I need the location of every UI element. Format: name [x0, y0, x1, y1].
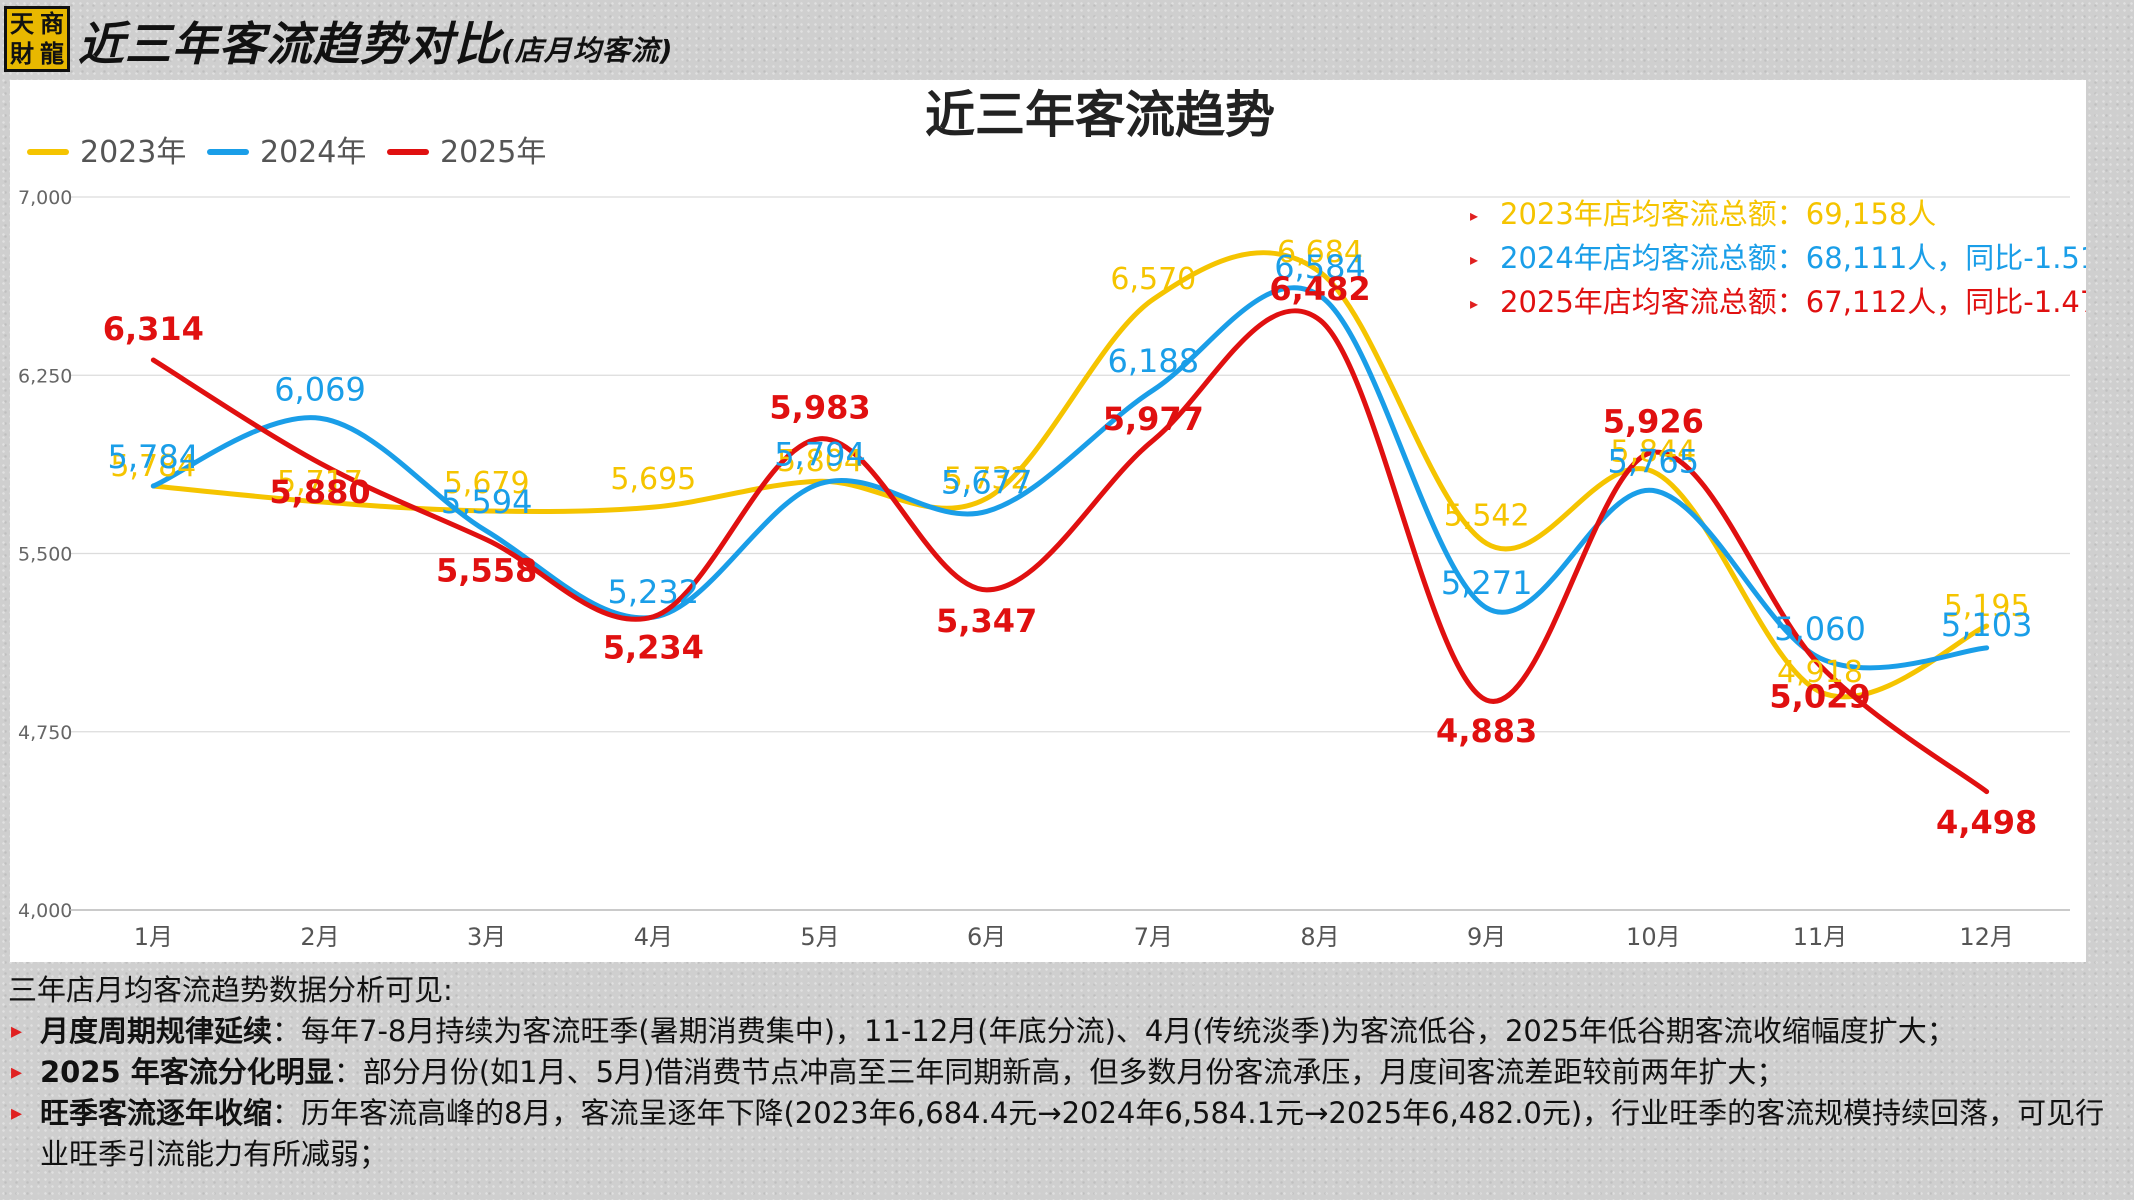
data-label: 6,482 [1269, 270, 1370, 308]
x-tick-label: 1月 [134, 923, 173, 951]
x-tick-label: 6月 [967, 923, 1006, 951]
legend-label: 2023年 [80, 135, 186, 170]
analysis-section: 三年店月均客流趋势数据分析可见: ▸ 月度周期规律延续：每年7-8月持续为客流旺季… [8, 970, 2118, 1175]
data-label: 5,103 [1941, 606, 2033, 644]
analysis-point-title: 月度周期规律延续 [40, 1014, 273, 1048]
data-label: 5,679 [444, 466, 530, 501]
data-label: 5,983 [769, 389, 870, 427]
y-tick-label: 6,250 [18, 365, 72, 387]
data-label: 5,677 [941, 463, 1033, 501]
series-line-2025 [150, 308, 1990, 795]
x-tick-label: 3月 [467, 923, 506, 951]
data-label: 5,765 [1608, 443, 1700, 481]
data-label: 5,695 [610, 462, 696, 497]
data-label: 5,029 [1769, 677, 1870, 715]
data-label: 5,977 [1103, 400, 1204, 438]
analysis-point-title: 2025 年客流分化明显 [40, 1055, 334, 1089]
data-label: 5,542 [1444, 499, 1530, 534]
data-label: 6,069 [274, 370, 366, 408]
data-label: 5,234 [603, 629, 704, 667]
data-label: 6,684 [1277, 235, 1363, 270]
data-label: 5,232 [608, 573, 700, 611]
data-label: 4,498 [1936, 804, 2037, 842]
data-label: 6,314 [103, 310, 204, 348]
data-label: 5,804 [777, 444, 863, 479]
bullet-icon: ▸ [11, 1060, 23, 1085]
analysis-point-text: ：历年客流高峰的8月，客流呈逐年下降(2023年6,684.4元→2024年6,… [40, 1096, 2105, 1171]
x-tick-label: 8月 [1300, 923, 1339, 951]
series-line-2023 [150, 250, 1990, 700]
annotation-text: 2024年店均客流总额：68,111人，同比-1.51% [1500, 241, 2086, 275]
page-subtitle: (店月均客流) [501, 34, 674, 67]
annotation-text: 2023年店均客流总额：69,158人 [1500, 197, 1936, 231]
logo-char: 龍 [40, 39, 64, 68]
annotation-bullet-icon: ▸ [1470, 294, 1478, 313]
analysis-point-text: ：部分月份(如1月、5月)借消费节点冲高至三年同期新高，但多数月份客流承压，月度… [333, 1055, 1786, 1089]
annotation-bullet-icon: ▸ [1470, 250, 1478, 269]
data-label: 5,060 [1774, 610, 1866, 648]
data-label: 6,570 [1110, 262, 1196, 297]
data-label: 5,880 [269, 473, 370, 511]
header: 天 商 財 龍 近三年客流趋势对比(店月均客流) [0, 0, 2134, 78]
series-line-2024 [150, 285, 1990, 671]
line-chart: 4,000 4,750 5,500 6,250 7,000 1月 2月 3月 4月 5月 6月 7月 8… [18, 86, 2086, 951]
brand-logo: 天 商 財 龍 [4, 6, 70, 72]
y-tick-label: 7,000 [18, 187, 72, 209]
x-tick-label: 7月 [1134, 923, 1173, 951]
x-tick-label: 4月 [634, 923, 673, 951]
data-label: 5,844 [1610, 435, 1696, 470]
analysis-points: ▸ 月度周期规律延续：每年7-8月持续为客流旺季(暑期消费集中)，11-12月(年… [8, 1011, 2118, 1175]
analysis-intro: 三年店月均客流趋势数据分析可见: [8, 973, 453, 1007]
page-title-text: 近三年客流趋势对比 [78, 17, 501, 71]
analysis-point-text: ：每年7-8月持续为客流旺季(暑期消费集中)，11-12月(年底分流)、4月(传… [272, 1014, 1956, 1048]
data-label: 5,347 [936, 602, 1037, 640]
legend-label: 2025年 [440, 135, 546, 170]
y-tick-label: 4,750 [18, 722, 72, 744]
data-label: 5,926 [1603, 402, 1704, 440]
y-tick-label: 5,500 [18, 544, 72, 566]
analysis-point-title: 旺季客流逐年收缩 [40, 1096, 273, 1130]
logo-char: 商 [40, 9, 64, 38]
data-label: 5,195 [1944, 589, 2030, 624]
data-label: 5,717 [277, 465, 363, 500]
analysis-point: ▸ 旺季客流逐年收缩：历年客流高峰的8月，客流呈逐年下降(2023年6,684.4… [8, 1093, 2118, 1175]
x-tick-label: 10月 [1626, 923, 1681, 951]
logo-char: 財 [10, 39, 34, 68]
data-label: 6,584 [1274, 248, 1366, 286]
data-label: 5,594 [441, 483, 533, 521]
bullet-icon: ▸ [11, 1101, 23, 1126]
data-label: 5,784 [108, 438, 200, 476]
data-label: 4,918 [1777, 655, 1863, 690]
annotation-text: 2025年店均客流总额：67,112人，同比-1.47% [1500, 285, 2086, 319]
x-tick-label: 2月 [300, 923, 339, 951]
data-label: 5,794 [774, 436, 866, 474]
analysis-point: ▸ 月度周期规律延续：每年7-8月持续为客流旺季(暑期消费集中)，11-12月(年… [8, 1011, 2118, 1052]
chart-panel: 4,000 4,750 5,500 6,250 7,000 1月 2月 3月 4月 5月 6月 7月 8… [10, 80, 2086, 962]
data-label: 5,732 [944, 461, 1030, 496]
x-tick-label: 11月 [1793, 923, 1848, 951]
data-label: 4,883 [1436, 712, 1537, 750]
legend-label: 2024年 [260, 135, 366, 170]
y-tick-label: 4,000 [18, 900, 72, 922]
annotation-bullet-icon: ▸ [1470, 206, 1478, 225]
data-label: 6,188 [1108, 342, 1200, 380]
logo-char: 天 [10, 9, 34, 38]
analysis-point: ▸ 2025 年客流分化明显：部分月份(如1月、5月)借消费节点冲高至三年同期新高… [8, 1052, 2118, 1093]
x-tick-label: 5月 [800, 923, 839, 951]
page-title: 近三年客流趋势对比(店月均客流) [78, 8, 674, 74]
data-label: 5,784 [110, 449, 196, 484]
chart-title: 近三年客流趋势 [925, 86, 1275, 144]
data-label: 5,558 [436, 552, 537, 590]
x-tick-label: 9月 [1467, 923, 1506, 951]
x-tick-label: 12月 [1959, 923, 2014, 951]
data-label: 5,271 [1441, 564, 1533, 602]
bullet-icon: ▸ [11, 1019, 23, 1044]
